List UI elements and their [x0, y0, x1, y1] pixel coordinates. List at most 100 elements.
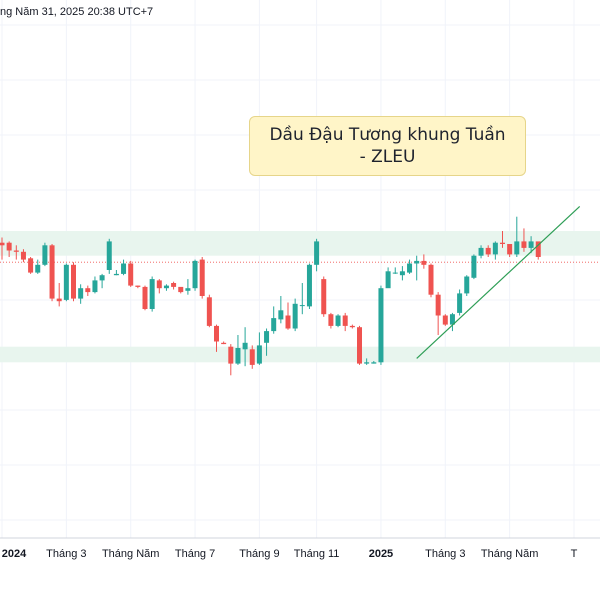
trendline[interactable]	[416, 205, 581, 359]
candle	[149, 276, 155, 312]
candle-body	[342, 315, 348, 326]
candle-body	[392, 272, 398, 274]
candle-body	[228, 346, 234, 364]
candle	[92, 276, 98, 294]
candle	[328, 312, 334, 329]
candle	[49, 244, 55, 302]
candle	[385, 267, 391, 289]
candle	[271, 306, 277, 334]
candle-body	[49, 245, 55, 299]
candle	[471, 254, 477, 280]
candle-body	[28, 258, 34, 273]
candle-body	[535, 241, 541, 257]
candle-body	[106, 241, 112, 270]
candles	[0, 216, 541, 376]
candle-body	[478, 247, 484, 256]
candle	[78, 284, 84, 304]
candle	[392, 267, 398, 274]
candle	[28, 257, 34, 274]
candle	[99, 273, 105, 289]
candle	[428, 263, 434, 298]
candle-body	[249, 349, 255, 365]
candle-body	[349, 325, 355, 328]
candle	[364, 358, 370, 365]
candle-body	[507, 244, 513, 255]
trendline[interactable]	[416, 205, 581, 359]
candle	[442, 314, 448, 326]
candle-body	[371, 362, 377, 364]
candle	[185, 279, 191, 295]
candle-body	[528, 241, 534, 248]
candle-body	[485, 247, 491, 255]
candle-body	[321, 279, 327, 315]
candle-body	[99, 275, 105, 281]
x-tick-label-2: Tháng Năm	[102, 548, 159, 560]
candle-body	[414, 260, 420, 264]
candle-body	[385, 271, 391, 289]
candle-body	[163, 285, 169, 289]
candle	[171, 281, 177, 290]
candle-body	[364, 362, 370, 364]
candle	[178, 286, 184, 294]
x-tick-label-1: Tháng 3	[46, 548, 86, 560]
candle-body	[206, 297, 212, 326]
candle	[206, 294, 212, 328]
candle-body	[521, 241, 527, 248]
candle-body	[435, 294, 441, 316]
support-resistance-zone-1[interactable]	[0, 346, 600, 363]
candle	[249, 345, 255, 369]
candle-body	[428, 264, 434, 295]
candle	[13, 245, 19, 260]
candle-body	[78, 288, 84, 299]
candle-body	[399, 271, 405, 276]
candle	[407, 259, 413, 274]
candle	[500, 231, 505, 248]
candle	[314, 238, 320, 272]
candle	[20, 249, 26, 263]
candle-body	[56, 298, 62, 302]
candle-body	[6, 242, 12, 251]
x-tick-label-4: Tháng 9	[239, 548, 279, 560]
candle-body	[292, 303, 298, 329]
candle	[299, 283, 305, 315]
candle-body	[278, 310, 284, 320]
candle	[228, 344, 234, 376]
candle	[342, 312, 348, 332]
candle	[371, 361, 377, 364]
candle-body	[13, 250, 19, 252]
candle	[0, 237, 5, 260]
candle	[321, 276, 327, 317]
candle-body	[299, 305, 305, 307]
x-tick-label-9: T	[571, 548, 578, 560]
candle	[221, 341, 227, 345]
x-tick-label-8: Tháng Năm	[481, 548, 538, 560]
zones	[0, 231, 600, 363]
candle	[464, 275, 470, 296]
candle-body	[0, 242, 5, 246]
candle	[56, 283, 62, 307]
chart-title-line1: Dầu Đậu Tương khung Tuần	[269, 125, 506, 145]
candle-body	[464, 276, 470, 294]
candle-body	[235, 348, 241, 364]
candle	[42, 242, 48, 267]
candle	[199, 257, 205, 299]
candle-body	[113, 273, 119, 276]
candle-body	[128, 263, 134, 286]
candle	[192, 259, 198, 291]
candle	[414, 255, 420, 281]
candle-body	[500, 242, 505, 244]
chart-title-annotation[interactable]: Dầu Đậu Tương khung Tuần - ZLEU	[249, 116, 526, 176]
candle-body	[192, 260, 198, 289]
candle-body	[42, 245, 48, 265]
candle-body	[514, 241, 520, 255]
candle-body	[185, 288, 191, 291]
candle-body	[92, 280, 98, 293]
candle	[214, 324, 219, 352]
candle-body	[442, 315, 448, 325]
candle	[35, 259, 41, 274]
candle	[71, 262, 76, 302]
candle	[349, 324, 355, 329]
candle	[256, 332, 262, 365]
